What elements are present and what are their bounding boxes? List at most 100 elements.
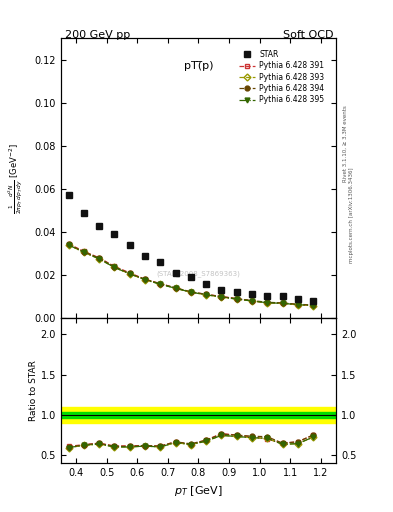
Pythia 6.428 394 <box>296 301 300 307</box>
Pythia 6.428 391 <box>219 293 224 300</box>
Pythia 6.428 391 <box>143 276 147 282</box>
Pythia 6.428 394 <box>112 264 117 270</box>
Pythia 6.428 393 <box>204 292 208 298</box>
Pythia 6.428 394 <box>311 302 316 308</box>
Pythia 6.428 393 <box>189 289 193 295</box>
Pythia 6.428 393 <box>280 300 285 306</box>
Line: Pythia 6.428 393: Pythia 6.428 393 <box>66 242 316 308</box>
Pythia 6.428 391 <box>250 297 254 304</box>
Pythia 6.428 393 <box>311 303 316 309</box>
Pythia 6.428 394 <box>265 299 270 305</box>
X-axis label: $p_T$ [GeV]: $p_T$ [GeV] <box>174 484 223 498</box>
Pythia 6.428 394 <box>280 300 285 306</box>
Pythia 6.428 393 <box>97 256 101 262</box>
Pythia 6.428 393 <box>127 271 132 277</box>
STAR <box>250 291 254 297</box>
Pythia 6.428 391 <box>234 295 239 302</box>
STAR <box>311 297 316 304</box>
STAR <box>234 289 239 295</box>
Pythia 6.428 393 <box>112 264 117 270</box>
Text: 200 GeV pp: 200 GeV pp <box>65 30 130 40</box>
STAR <box>158 259 163 265</box>
Pythia 6.428 394 <box>250 297 254 304</box>
Bar <box>61 407 336 423</box>
Line: Pythia 6.428 395: Pythia 6.428 395 <box>66 242 316 308</box>
Pythia 6.428 395 <box>311 303 316 309</box>
STAR <box>189 274 193 280</box>
Pythia 6.428 395 <box>97 256 101 262</box>
Pythia 6.428 391 <box>265 300 270 306</box>
STAR <box>127 242 132 248</box>
Text: pT(̅p): pT(̅p) <box>184 61 213 71</box>
Pythia 6.428 391 <box>66 241 71 247</box>
Pythia 6.428 391 <box>112 263 117 269</box>
Pythia 6.428 391 <box>158 281 163 287</box>
Pythia 6.428 395 <box>189 289 193 295</box>
STAR <box>143 252 147 259</box>
STAR <box>265 293 270 300</box>
Line: Pythia 6.428 391: Pythia 6.428 391 <box>66 241 316 308</box>
Text: mcplots.cern.ch [arXiv:1306.3436]: mcplots.cern.ch [arXiv:1306.3436] <box>349 167 354 263</box>
STAR <box>296 295 300 302</box>
Pythia 6.428 394 <box>97 255 101 261</box>
Pythia 6.428 394 <box>66 241 71 247</box>
Pythia 6.428 391 <box>127 270 132 276</box>
Line: Pythia 6.428 394: Pythia 6.428 394 <box>66 242 316 308</box>
Pythia 6.428 393 <box>250 298 254 304</box>
Pythia 6.428 395 <box>219 294 224 300</box>
Pythia 6.428 391 <box>81 248 86 254</box>
Pythia 6.428 394 <box>219 293 224 300</box>
Pythia 6.428 391 <box>311 302 316 308</box>
Pythia 6.428 394 <box>81 249 86 255</box>
Pythia 6.428 394 <box>173 285 178 291</box>
Pythia 6.428 393 <box>66 242 71 248</box>
Pythia 6.428 394 <box>204 291 208 297</box>
Pythia 6.428 394 <box>189 289 193 295</box>
Pythia 6.428 393 <box>143 276 147 283</box>
Pythia 6.428 393 <box>296 302 300 308</box>
STAR <box>173 270 178 276</box>
Pythia 6.428 391 <box>173 285 178 291</box>
Y-axis label: Ratio to STAR: Ratio to STAR <box>29 360 38 421</box>
Pythia 6.428 394 <box>143 276 147 282</box>
STAR <box>97 222 101 228</box>
Pythia 6.428 391 <box>204 291 208 297</box>
Pythia 6.428 395 <box>296 302 300 308</box>
Pythia 6.428 395 <box>234 296 239 302</box>
Pythia 6.428 393 <box>234 296 239 302</box>
Pythia 6.428 395 <box>143 276 147 283</box>
Pythia 6.428 394 <box>234 295 239 302</box>
Pythia 6.428 394 <box>158 281 163 287</box>
Pythia 6.428 391 <box>280 300 285 306</box>
STAR <box>219 287 224 293</box>
STAR <box>280 293 285 300</box>
Pythia 6.428 391 <box>296 302 300 308</box>
Pythia 6.428 393 <box>219 294 224 300</box>
STAR <box>112 231 117 237</box>
Pythia 6.428 395 <box>173 285 178 291</box>
Y-axis label: $\frac{1}{2\pi p_T}\frac{d^2N}{dp_T\,dy}$ [GeV$^{-2}$]: $\frac{1}{2\pi p_T}\frac{d^2N}{dp_T\,dy}… <box>7 143 25 214</box>
Pythia 6.428 393 <box>81 249 86 255</box>
STAR <box>66 193 71 199</box>
Pythia 6.428 395 <box>250 298 254 304</box>
Pythia 6.428 395 <box>204 292 208 298</box>
Pythia 6.428 395 <box>81 249 86 255</box>
Pythia 6.428 393 <box>265 300 270 306</box>
Pythia 6.428 395 <box>66 242 71 248</box>
Pythia 6.428 395 <box>280 300 285 306</box>
Legend: STAR, Pythia 6.428 391, Pythia 6.428 393, Pythia 6.428 394, Pythia 6.428 395: STAR, Pythia 6.428 391, Pythia 6.428 393… <box>236 48 327 106</box>
Pythia 6.428 394 <box>127 270 132 276</box>
Pythia 6.428 395 <box>265 300 270 306</box>
Pythia 6.428 395 <box>112 264 117 270</box>
Pythia 6.428 393 <box>158 281 163 287</box>
Pythia 6.428 391 <box>189 289 193 295</box>
Text: Soft QCD: Soft QCD <box>283 30 333 40</box>
Bar <box>61 412 336 418</box>
Pythia 6.428 395 <box>158 281 163 287</box>
Pythia 6.428 391 <box>97 254 101 261</box>
STAR <box>204 281 208 287</box>
Line: STAR: STAR <box>65 192 317 304</box>
Pythia 6.428 395 <box>127 271 132 277</box>
Pythia 6.428 393 <box>173 285 178 291</box>
Text: (STAR_2008_S7869363): (STAR_2008_S7869363) <box>156 270 241 276</box>
